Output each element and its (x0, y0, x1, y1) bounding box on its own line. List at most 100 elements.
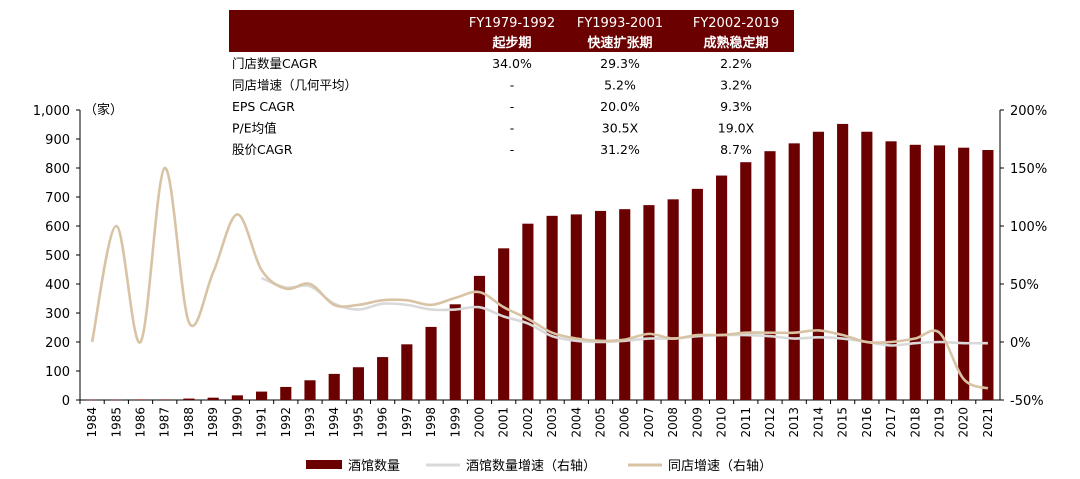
bar (570, 214, 582, 400)
bar (764, 151, 776, 400)
bar (812, 131, 824, 400)
table-cell: - (510, 99, 515, 114)
table-column-subheader: 起步期 (491, 35, 531, 51)
bar (473, 275, 486, 400)
left-tick-label: 600 (45, 220, 70, 235)
x-tick-label: 1986 (134, 407, 148, 438)
legend: 酒馆数量 酒馆数量增速（右轴） 同店增速（右轴） (306, 459, 772, 474)
bar (328, 373, 340, 400)
bar (231, 395, 243, 400)
x-tick-label: 1987 (158, 407, 172, 438)
x-tick-label: 2011 (739, 407, 753, 438)
x-tick-label: 2016 (860, 407, 874, 438)
bar (352, 367, 364, 400)
left-tick-label: 0 (62, 394, 70, 409)
x-tick-label: 2010 (715, 407, 729, 438)
same-store-growth-line (90, 166, 989, 390)
bar (788, 143, 800, 400)
right-tick-label: 0% (1010, 336, 1031, 351)
left-tick-label: 500 (45, 249, 70, 264)
x-tick-label: 2004 (569, 407, 583, 438)
bar (837, 123, 849, 401)
table-header-bg (229, 10, 794, 52)
left-tick-label: 300 (45, 307, 70, 322)
bar (909, 144, 921, 400)
bar (449, 304, 461, 400)
table-cell: 31.2% (600, 142, 640, 157)
table-cell: 9.3% (720, 99, 752, 114)
left-axis-unit: （家） (84, 102, 123, 118)
table-cell: 30.5X (602, 121, 639, 136)
left-tick-label: 800 (45, 162, 70, 177)
bar (304, 380, 316, 400)
table-cell: 20.0% (600, 99, 640, 114)
bar (522, 223, 534, 400)
table-cell: 5.2% (604, 78, 636, 93)
bar (716, 175, 728, 400)
right-tick-label: -50% (1010, 394, 1044, 409)
bar (982, 150, 994, 400)
x-tick-label: 2005 (594, 407, 608, 438)
right-tick-label: 150% (1010, 162, 1047, 177)
table-cell: 34.0% (492, 56, 532, 71)
x-tick-label: 2014 (811, 407, 825, 438)
left-tick-label: 200 (45, 336, 70, 351)
bar (110, 399, 122, 401)
x-tick-label: 1997 (400, 407, 414, 438)
x-tick-label: 1990 (230, 407, 244, 438)
x-tick-label: 2003 (545, 407, 559, 438)
x-tick-label: 2013 (787, 407, 801, 438)
left-tick-label: 900 (45, 133, 70, 148)
table-cell: - (510, 78, 515, 93)
x-tick-label: 2000 (472, 407, 486, 438)
legend-label: 酒馆数量增速（右轴） (466, 459, 596, 474)
bar (377, 357, 389, 400)
bar (546, 215, 558, 400)
bar (958, 147, 970, 400)
x-tick-label: 1985 (109, 407, 123, 438)
line-series (90, 166, 989, 390)
x-tick-label: 2008 (666, 407, 680, 438)
x-tick-label: 1999 (448, 407, 462, 438)
x-tick-label: 2018 (908, 407, 922, 438)
x-tick-label: 2019 (932, 407, 946, 438)
table-row-label: 同店增速（几何平均） (232, 78, 357, 93)
x-tick-label: 2015 (836, 407, 850, 438)
bar (594, 210, 607, 400)
table-row-label: P/E均值 (232, 121, 277, 136)
x-tick-label: 1994 (327, 407, 341, 438)
table-cell: 29.3% (600, 56, 640, 71)
bar (933, 145, 946, 400)
x-tick-label: 2006 (618, 407, 632, 438)
bar (280, 386, 292, 400)
table-column-header: FY1979-1992 (469, 16, 555, 31)
bar (740, 162, 752, 400)
table-cell: 3.2% (720, 78, 752, 93)
bar (425, 326, 437, 400)
bar (207, 397, 219, 400)
x-tick-label: 2002 (521, 407, 535, 438)
table-cell: 2.2% (720, 56, 752, 71)
x-tick-label: 1998 (424, 407, 438, 438)
x-tick-label: 2007 (642, 407, 656, 438)
left-tick-label: 100 (45, 365, 70, 380)
x-tick-label: 1984 (85, 407, 99, 438)
x-tick-label: 2012 (763, 407, 777, 438)
legend-label: 同店增速（右轴） (668, 459, 772, 474)
bar (159, 399, 171, 400)
table-column-header: FY1993-2001 (577, 16, 663, 31)
legend-label: 酒馆数量 (348, 459, 400, 474)
left-tick-label: 1,000 (33, 104, 70, 119)
bar (885, 141, 897, 400)
x-tick-label: 1989 (206, 407, 220, 438)
table-cell: 8.7% (720, 142, 752, 157)
left-tick-label: 700 (45, 191, 70, 206)
right-tick-label: 200% (1010, 104, 1047, 119)
bar (183, 398, 195, 400)
x-tick-label: 2021 (981, 407, 995, 438)
bar (691, 188, 703, 400)
table-row-label: EPS CAGR (232, 99, 295, 114)
bar (861, 131, 873, 400)
